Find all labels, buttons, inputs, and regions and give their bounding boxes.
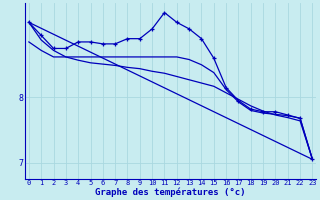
X-axis label: Graphe des températures (°c): Graphe des températures (°c) xyxy=(95,188,246,197)
